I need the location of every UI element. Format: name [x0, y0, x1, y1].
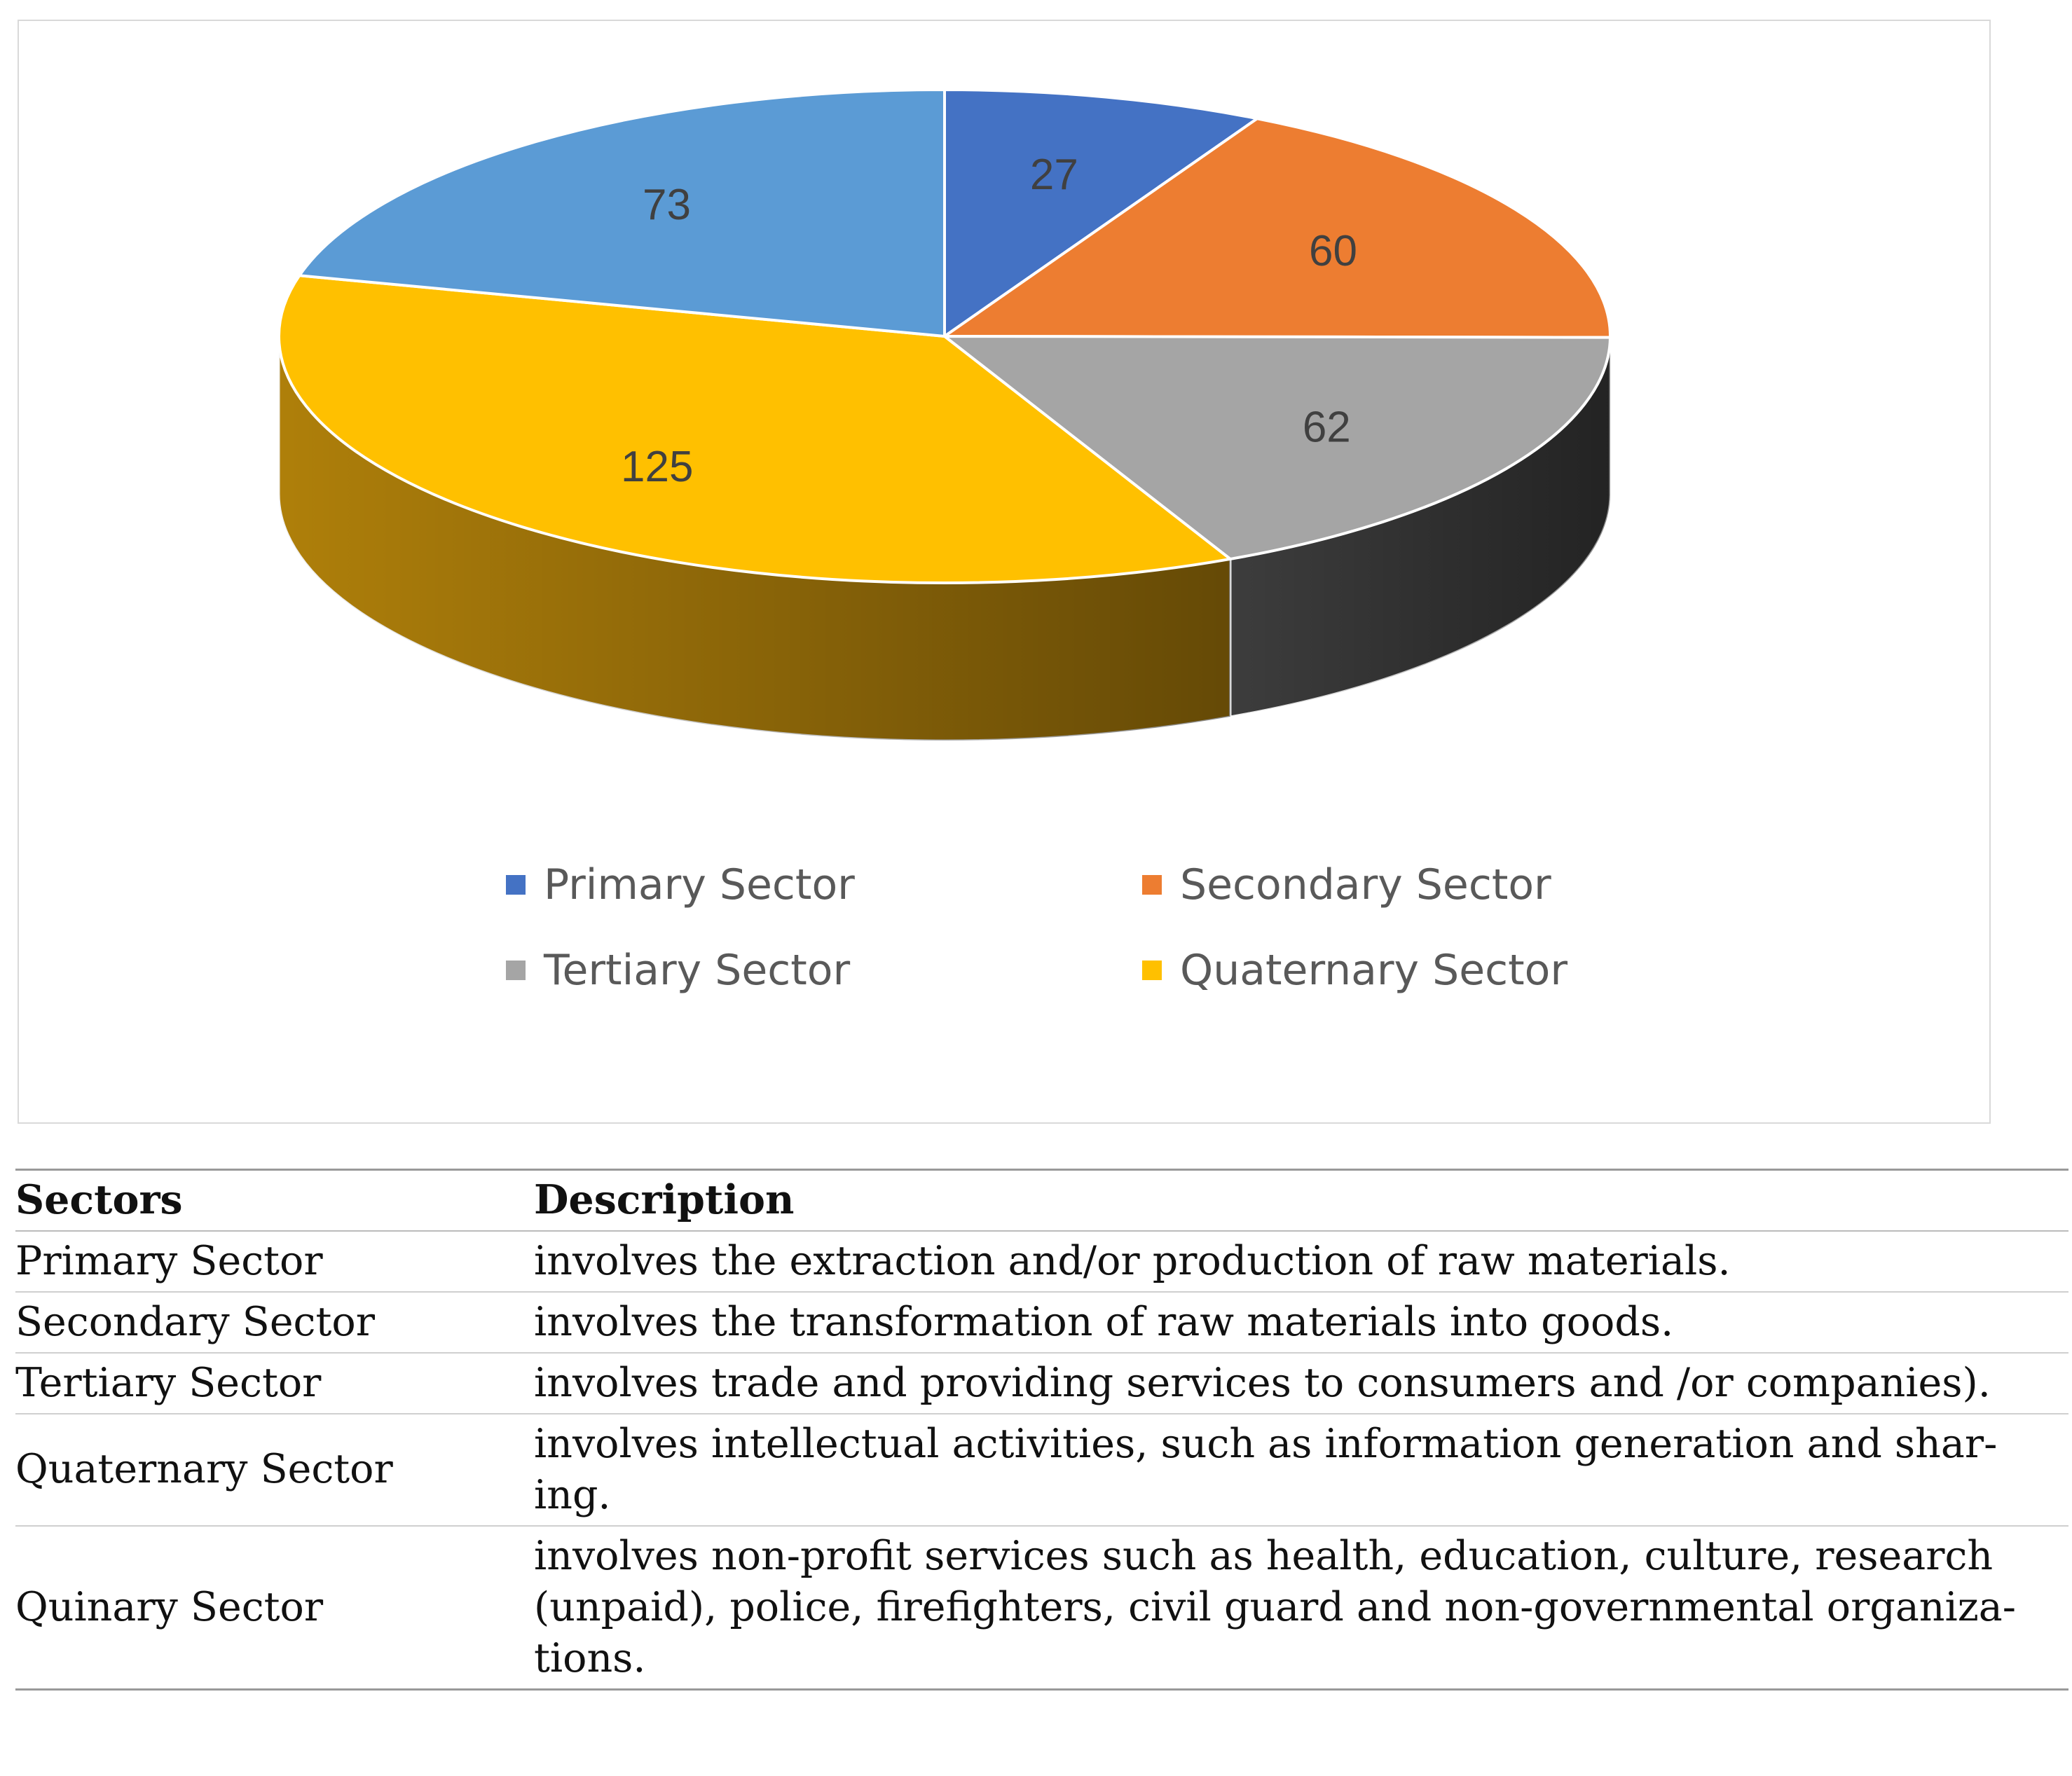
cell-description: involves intellectual activities, such a… [534, 1413, 2068, 1527]
cell-description: involves the extraction and/or productio… [534, 1230, 2068, 1293]
sectors-table: Sectors Description Primary Sector invol… [15, 1168, 2068, 1691]
legend-swatch-quaternary [1142, 961, 1162, 980]
legend-label-primary: Primary Sector [544, 860, 855, 909]
data-label-primary: 27 [1030, 151, 1078, 199]
cell-sector: Quaternary Sector [15, 1413, 534, 1527]
cell-sector: Secondary Sector [15, 1291, 534, 1354]
cell-description: involves the transformation of raw mater… [534, 1291, 2068, 1354]
cell-sector: Tertiary Sector [15, 1352, 534, 1414]
header-sectors: Sectors [15, 1168, 534, 1232]
table-row: Quaternary Sector involves intellectual … [15, 1413, 2068, 1527]
legend-label-tertiary: Tertiary Sector [544, 946, 851, 995]
table-row: Tertiary Sector involves trade and provi… [15, 1352, 2068, 1414]
pie-labels: 27 60 62 125 73 [621, 151, 1357, 491]
data-label-quaternary: 125 [621, 443, 693, 491]
legend-item-tertiary: Tertiary Sector [506, 946, 850, 995]
cell-sector: Quinary Sector [15, 1525, 534, 1691]
legend-label-secondary: Secondary Sector [1180, 860, 1551, 909]
data-label-secondary: 60 [1309, 227, 1357, 275]
legend-swatch-secondary [1142, 875, 1162, 895]
legend-swatch-primary [506, 875, 526, 895]
pie-tops [277, 88, 1612, 584]
legend-swatch-tertiary [506, 961, 526, 980]
table-header-row: Sectors Description [15, 1168, 2068, 1232]
pie-slice-secondary [943, 117, 1612, 339]
legend-item-quaternary: Quaternary Sector [1142, 946, 1567, 995]
pie-chart: 27 60 62 125 73 [277, 88, 1612, 742]
cell-description: involves trade and providing services to… [534, 1352, 2068, 1414]
pie-sides [277, 336, 1612, 742]
legend-item-secondary: Secondary Sector [1142, 860, 1551, 909]
pie-slice-tertiary [943, 335, 1612, 560]
data-label-tertiary: 62 [1303, 403, 1351, 451]
data-label-unlabeled: 73 [643, 181, 691, 229]
cell-description: involves non-profit services such as hea… [534, 1525, 2068, 1691]
table-row: Quinary Sector involves non-profit servi… [15, 1525, 2068, 1691]
pie-side-shade-tertiary [1230, 337, 1610, 717]
header-description: Description [534, 1168, 2068, 1232]
pie-side-shade-quaternary [279, 336, 1230, 741]
cell-sector: Primary Sector [15, 1230, 534, 1293]
pie-slice-primary [943, 88, 1259, 338]
table-row: Secondary Sector involves the transforma… [15, 1291, 2068, 1354]
legend-label-quaternary: Quaternary Sector [1180, 946, 1568, 995]
pie-slice-quaternary [277, 274, 1232, 584]
legend-item-primary: Primary Sector [506, 860, 855, 909]
table-row: Primary Sector involves the extraction a… [15, 1230, 2068, 1293]
pie-slice-unlabeled [298, 88, 946, 338]
